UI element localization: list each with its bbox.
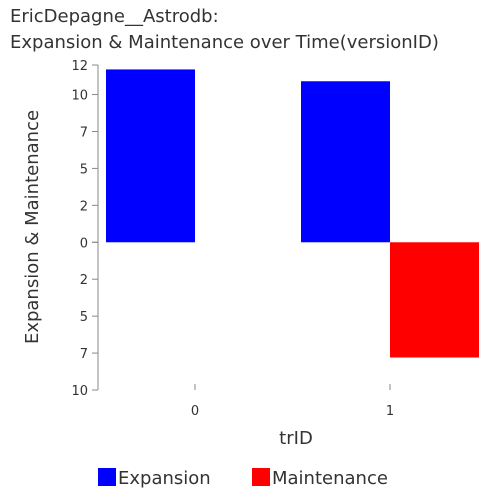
legend-swatch-expansion [98, 468, 116, 486]
y-tick-label: 7 [80, 347, 88, 362]
x-tick-label: 0 [191, 404, 199, 419]
y-tick-label: 0 [80, 236, 88, 251]
y-tick-label: 10 [71, 89, 88, 104]
legend-label-maintenance: Maintenance [272, 468, 388, 489]
bars-group [106, 69, 479, 358]
y-tick-label: 7 [80, 125, 88, 140]
chart-title-line-2: Expansion & Maintenance over Time(versio… [10, 32, 439, 53]
bar-maintenance-1 [390, 242, 479, 358]
y-tick-label: 5 [80, 162, 88, 177]
y-tick-label: 2 [80, 199, 88, 214]
y-tick-label: 10 [71, 384, 88, 399]
legend: Expansion Maintenance [98, 468, 388, 489]
x-axis-title: trID [279, 428, 313, 449]
y-tick-label: 2 [80, 273, 88, 288]
bar-expansion-0 [106, 69, 195, 243]
legend-label-expansion: Expansion [118, 468, 211, 489]
y-axis-ticks: 12 10 7 5 2 0 2 5 7 10 [71, 59, 98, 399]
y-tick-label: 12 [71, 59, 88, 74]
bar-expansion-1 [301, 81, 390, 243]
legend-swatch-maintenance [252, 468, 270, 486]
y-axis-title: Expansion & Maintenance [22, 110, 43, 344]
chart-title-line-1: EricDepagne__Astrodb: [10, 6, 219, 27]
y-tick-label: 5 [80, 310, 88, 325]
x-tick-label: 1 [386, 404, 394, 419]
